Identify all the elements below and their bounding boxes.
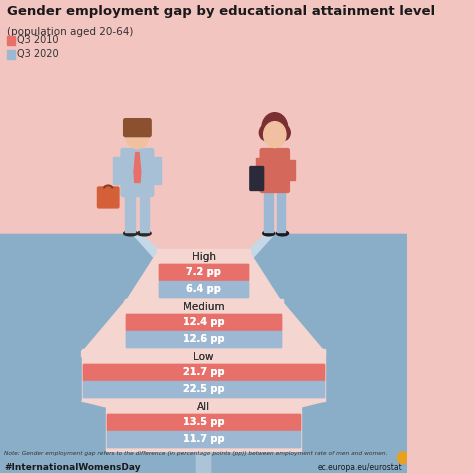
- Polygon shape: [283, 351, 326, 357]
- Text: 12.6 pp: 12.6 pp: [182, 334, 224, 344]
- Text: Gender employment gap by educational attainment level: Gender employment gap by educational att…: [7, 5, 435, 18]
- Text: 11.7 pp: 11.7 pp: [182, 434, 224, 444]
- Polygon shape: [83, 300, 324, 351]
- Bar: [159, 264, 248, 280]
- Text: All: All: [197, 402, 210, 412]
- Circle shape: [276, 125, 290, 141]
- Bar: [159, 281, 248, 297]
- Polygon shape: [203, 234, 274, 303]
- Polygon shape: [126, 250, 281, 301]
- Bar: [107, 431, 300, 447]
- FancyBboxPatch shape: [98, 187, 119, 208]
- Bar: [107, 431, 300, 447]
- Bar: [0, 0, 407, 264]
- Bar: [126, 331, 281, 347]
- Circle shape: [398, 452, 408, 464]
- Ellipse shape: [276, 231, 289, 236]
- Bar: [82, 349, 326, 401]
- Bar: [125, 299, 283, 351]
- Text: 6.4 pp: 6.4 pp: [186, 284, 221, 294]
- Text: Q3 2020: Q3 2020: [17, 49, 59, 59]
- Text: Low: Low: [193, 352, 214, 362]
- Text: 22.5 pp: 22.5 pp: [182, 384, 224, 394]
- Bar: [83, 364, 324, 380]
- Bar: [159, 264, 248, 280]
- Polygon shape: [125, 301, 157, 307]
- Text: (population aged 20-64): (population aged 20-64): [7, 27, 133, 37]
- Bar: [125, 194, 135, 232]
- Ellipse shape: [124, 231, 137, 236]
- FancyBboxPatch shape: [250, 166, 264, 191]
- Text: 7.2 pp: 7.2 pp: [186, 267, 221, 277]
- Text: #InternationalWomensDay: #InternationalWomensDay: [4, 463, 141, 472]
- Text: 12.6 pp: 12.6 pp: [182, 334, 224, 344]
- Polygon shape: [82, 351, 125, 357]
- Text: 21.7 pp: 21.7 pp: [182, 367, 224, 377]
- Text: 6.4 pp: 6.4 pp: [186, 284, 221, 294]
- Circle shape: [125, 121, 149, 148]
- Text: 12.4 pp: 12.4 pp: [182, 317, 224, 327]
- Polygon shape: [0, 234, 195, 473]
- Bar: [83, 381, 324, 397]
- Bar: [107, 414, 300, 430]
- Ellipse shape: [137, 231, 151, 236]
- Bar: [7, 50, 15, 59]
- Text: ec.europa.eu/eurostat: ec.europa.eu/eurostat: [318, 463, 403, 472]
- Bar: [106, 399, 301, 451]
- Polygon shape: [134, 153, 141, 182]
- Bar: [107, 414, 300, 430]
- Bar: [83, 381, 324, 397]
- Bar: [7, 36, 15, 45]
- Circle shape: [259, 125, 273, 141]
- Bar: [159, 281, 248, 297]
- Polygon shape: [133, 234, 203, 303]
- Bar: [264, 191, 273, 232]
- Text: Note: Gender employment gap refers to the difference (in percentage points (pp)): Note: Gender employment gap refers to th…: [4, 451, 388, 456]
- Text: Medium: Medium: [182, 302, 224, 312]
- Bar: [126, 314, 281, 330]
- Text: 11.7 pp: 11.7 pp: [182, 434, 224, 444]
- Text: 12.4 pp: 12.4 pp: [182, 317, 224, 327]
- FancyBboxPatch shape: [121, 148, 154, 196]
- Polygon shape: [301, 401, 326, 407]
- Text: Q3 2010: Q3 2010: [17, 36, 59, 46]
- Circle shape: [262, 113, 288, 143]
- Polygon shape: [250, 301, 283, 307]
- FancyBboxPatch shape: [124, 118, 151, 137]
- FancyBboxPatch shape: [260, 148, 290, 192]
- Bar: [276, 191, 285, 232]
- Polygon shape: [107, 400, 300, 451]
- Bar: [126, 314, 281, 330]
- Text: 13.5 pp: 13.5 pp: [182, 417, 224, 427]
- Bar: [83, 364, 324, 380]
- Bar: [126, 331, 281, 347]
- Text: High: High: [191, 252, 216, 262]
- Bar: [288, 160, 294, 180]
- Text: High: High: [191, 252, 216, 262]
- Text: 22.5 pp: 22.5 pp: [182, 384, 224, 394]
- Bar: [256, 157, 263, 180]
- Bar: [157, 249, 250, 301]
- Circle shape: [264, 122, 286, 147]
- Bar: [153, 156, 162, 184]
- Polygon shape: [83, 350, 324, 401]
- Text: 21.7 pp: 21.7 pp: [182, 367, 224, 377]
- Text: Low: Low: [193, 352, 214, 362]
- Bar: [113, 156, 122, 184]
- Ellipse shape: [263, 231, 275, 236]
- Bar: [140, 194, 149, 232]
- Polygon shape: [212, 234, 407, 473]
- Text: 13.5 pp: 13.5 pp: [182, 417, 224, 427]
- Text: Medium: Medium: [182, 302, 224, 312]
- Text: All: All: [197, 402, 210, 412]
- Polygon shape: [82, 401, 106, 407]
- Bar: [0, 264, 407, 473]
- Text: 7.2 pp: 7.2 pp: [186, 267, 221, 277]
